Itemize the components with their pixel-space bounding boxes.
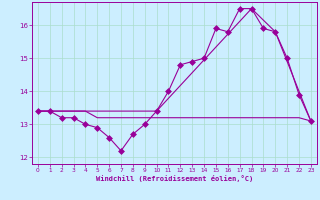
X-axis label: Windchill (Refroidissement éolien,°C): Windchill (Refroidissement éolien,°C) [96,175,253,182]
